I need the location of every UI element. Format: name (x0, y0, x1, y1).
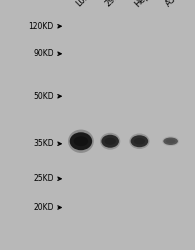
Ellipse shape (74, 136, 88, 146)
Text: 50KD: 50KD (33, 92, 54, 101)
Text: 20KD: 20KD (33, 203, 54, 212)
Text: 25KD: 25KD (33, 174, 54, 183)
Ellipse shape (134, 138, 145, 144)
Text: 293: 293 (104, 0, 121, 9)
Text: HepG2: HepG2 (133, 0, 160, 9)
Ellipse shape (129, 134, 150, 149)
Text: A549: A549 (164, 0, 186, 9)
Ellipse shape (70, 132, 92, 150)
Text: L02: L02 (74, 0, 92, 9)
Ellipse shape (100, 133, 120, 150)
Ellipse shape (131, 135, 148, 147)
Ellipse shape (163, 138, 178, 145)
Ellipse shape (162, 136, 179, 146)
Text: 120KD: 120KD (28, 22, 54, 31)
Ellipse shape (105, 138, 116, 145)
Ellipse shape (68, 130, 94, 153)
Text: 90KD: 90KD (33, 49, 54, 58)
Ellipse shape (101, 135, 119, 148)
Ellipse shape (166, 139, 175, 143)
Text: 35KD: 35KD (33, 139, 54, 148)
